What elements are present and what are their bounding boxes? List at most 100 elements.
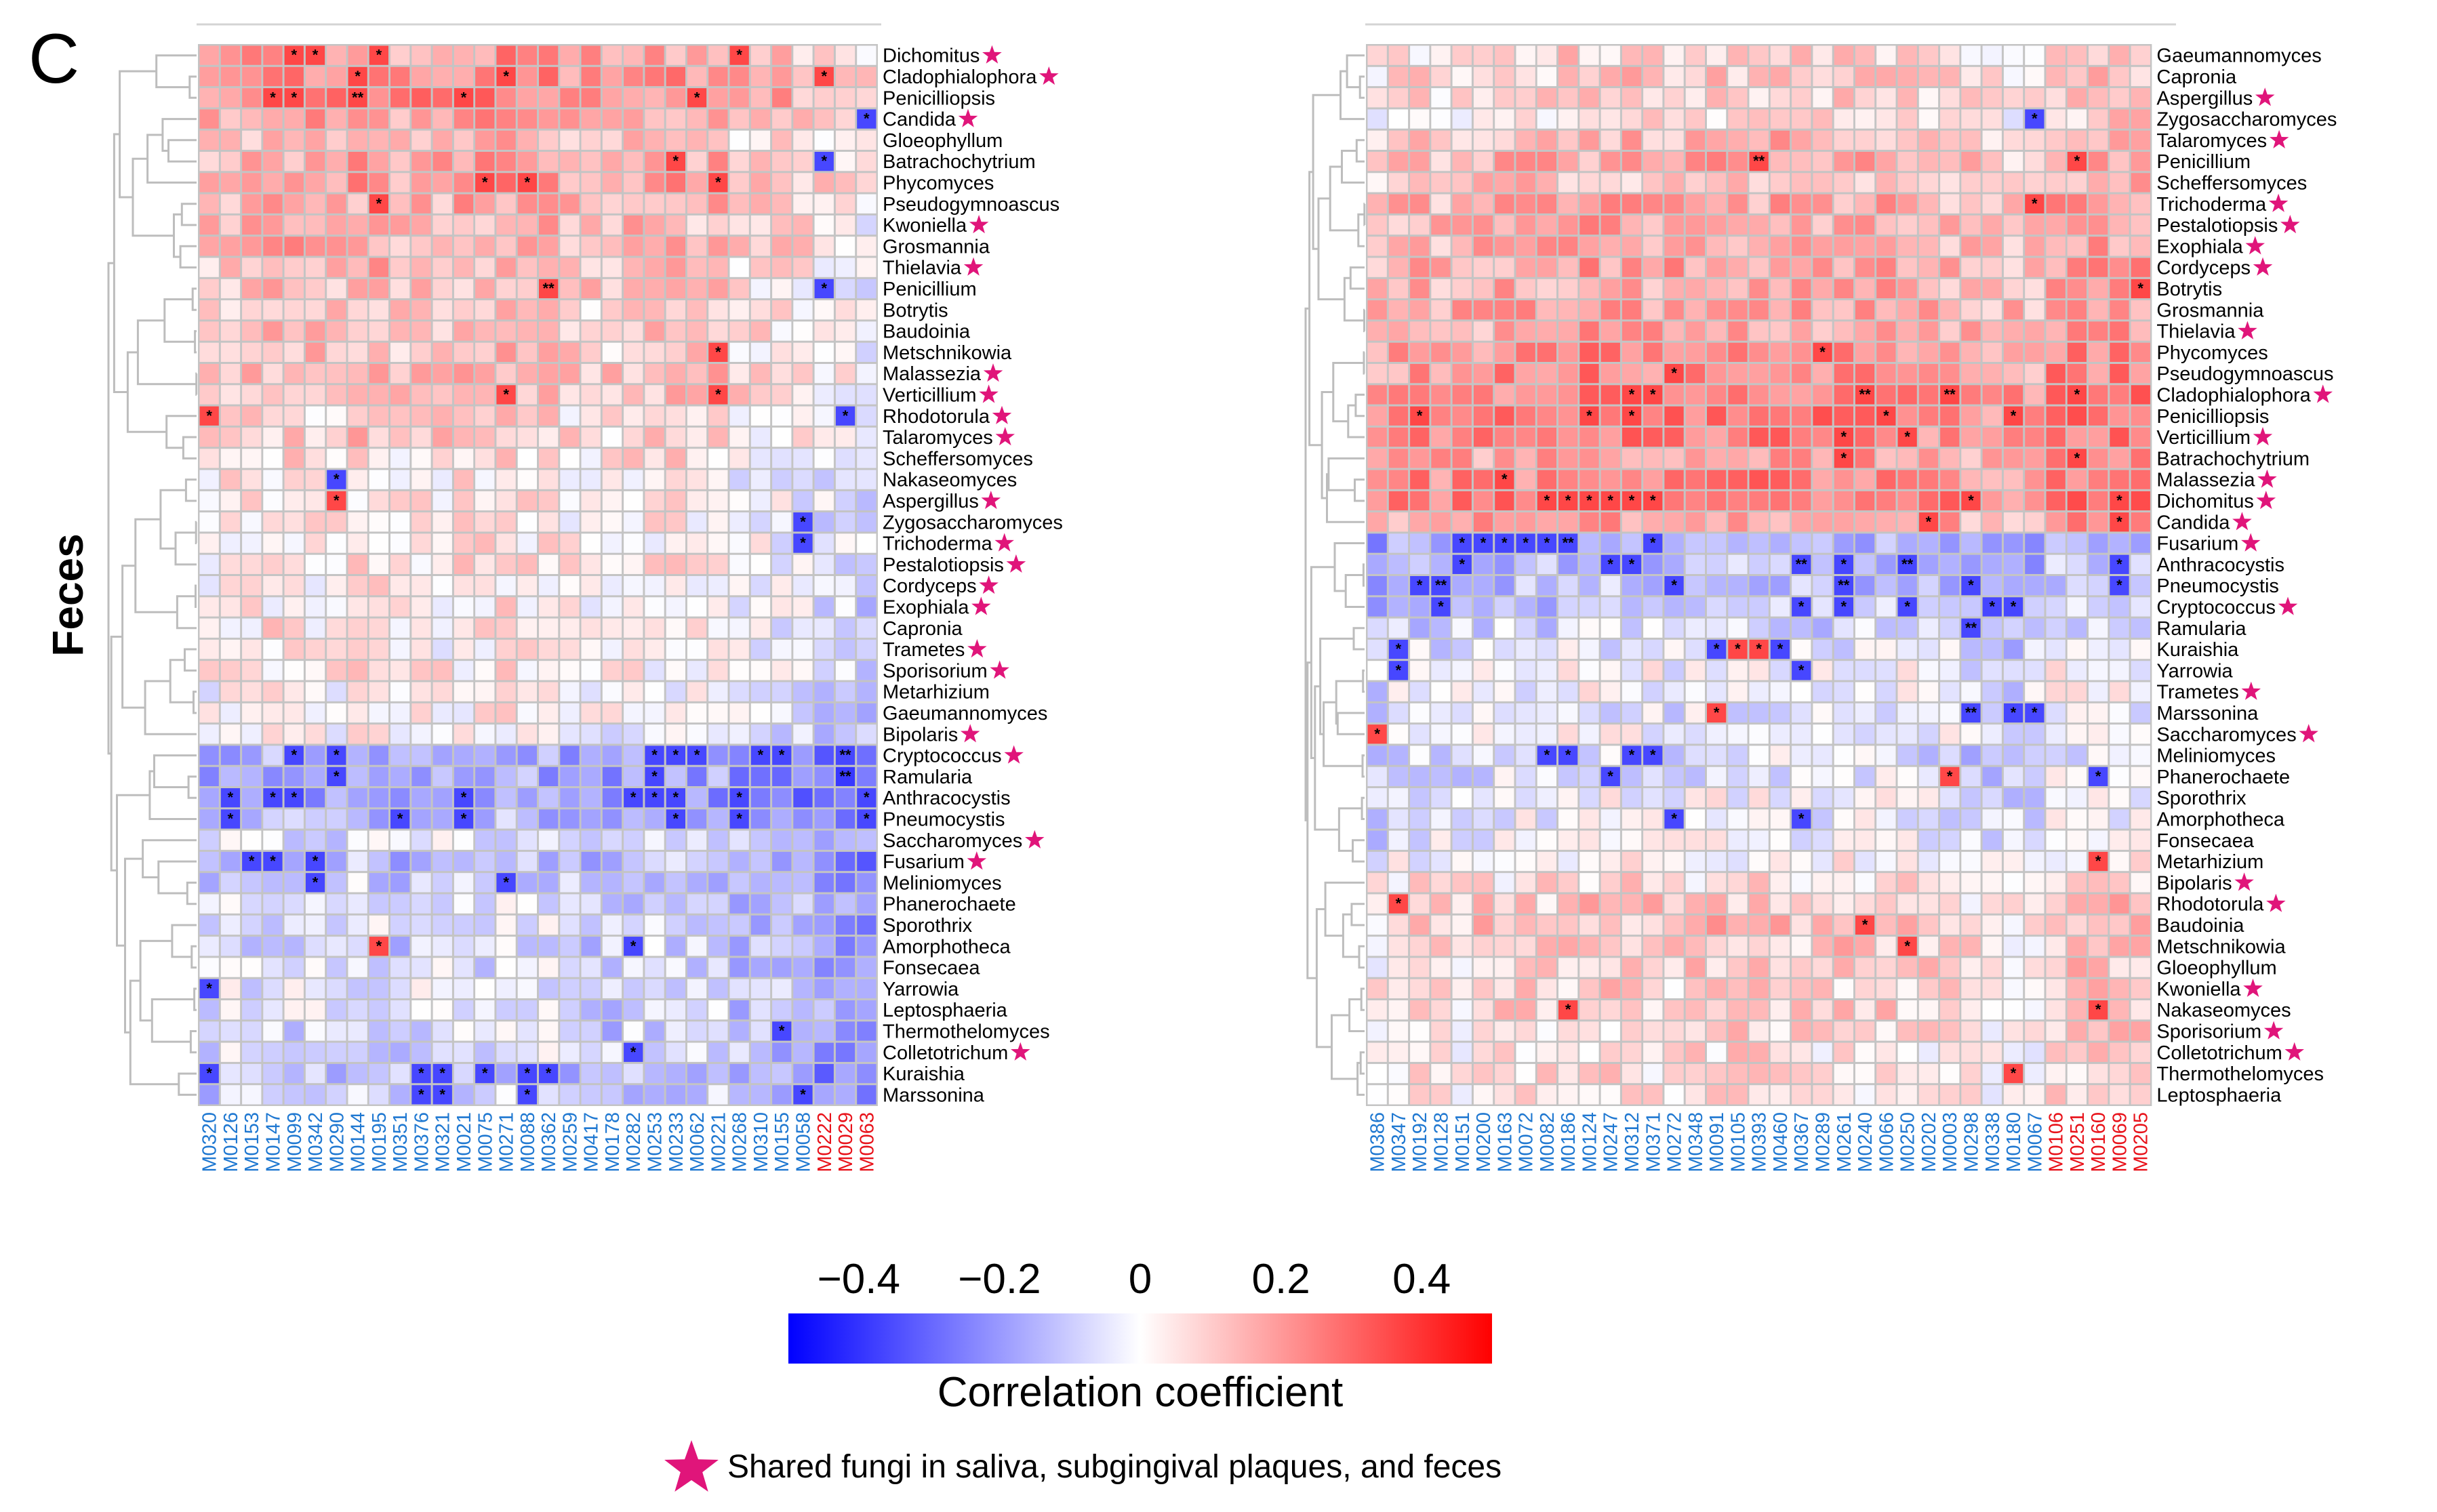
heatmap-cell xyxy=(475,554,495,574)
heatmap-cell xyxy=(729,406,749,426)
heatmap-cell xyxy=(624,194,643,213)
heatmap-cell xyxy=(1685,830,1705,850)
heatmap-cell xyxy=(1792,1021,1811,1041)
heatmap-cell xyxy=(772,554,792,574)
heatmap-cell xyxy=(2131,661,2150,680)
heatmap-cell xyxy=(2067,173,2087,192)
heatmap-cell xyxy=(1664,958,1684,977)
heatmap-cell xyxy=(2131,512,2150,532)
heatmap-cell xyxy=(666,321,685,341)
row-label: Baudoinia xyxy=(883,321,971,343)
heatmap-cell xyxy=(1664,45,1684,65)
heatmap-cell xyxy=(1940,788,1960,808)
significance-mark: * xyxy=(503,68,509,85)
heatmap-cell xyxy=(390,1021,410,1041)
heatmap-cell xyxy=(729,979,749,998)
heatmap-cell xyxy=(1664,385,1684,405)
heatmap-cell xyxy=(857,215,877,235)
heatmap-cell xyxy=(1813,745,1832,765)
heatmap-cell xyxy=(708,406,728,426)
heatmap-cell xyxy=(2110,45,2129,65)
heatmap-cell xyxy=(517,406,537,426)
heatmap-cell xyxy=(560,364,580,384)
heatmap-cell xyxy=(369,788,388,808)
row-label: Pestalotiopsis xyxy=(2156,215,2278,237)
heatmap-cell xyxy=(666,279,685,299)
heatmap-cell xyxy=(1685,45,1705,65)
heatmap-cell xyxy=(1749,1063,1769,1084)
heatmap-cell xyxy=(1961,342,1981,362)
heatmap-cell xyxy=(1558,894,1578,914)
heatmap-cell xyxy=(263,385,283,405)
heatmap-cell xyxy=(1537,258,1556,277)
heatmap-cell xyxy=(1728,385,1748,405)
heatmap-cell xyxy=(1770,300,1790,320)
heatmap-cell xyxy=(602,491,622,511)
heatmap-cell xyxy=(1579,1042,1599,1062)
heatmap-cell xyxy=(411,745,431,765)
heatmap-cell xyxy=(2131,321,2150,341)
heatmap-cell xyxy=(708,300,728,320)
heatmap-cell xyxy=(2046,237,2066,256)
heatmap-cell xyxy=(517,470,537,489)
heatmap-cell xyxy=(750,979,771,998)
heatmap-cell xyxy=(369,576,388,596)
heatmap-cell xyxy=(2067,873,2087,893)
heatmap-cell xyxy=(857,597,877,617)
heatmap-cell xyxy=(772,109,792,129)
heatmap-cell xyxy=(496,173,516,192)
heatmap-cell xyxy=(496,576,516,596)
heatmap-cell xyxy=(263,767,283,786)
heatmap-cell xyxy=(1855,173,1875,192)
heatmap-cell xyxy=(2131,703,2150,723)
heatmap-cell xyxy=(1770,788,1790,808)
heatmap-cell xyxy=(581,130,601,150)
heatmap-cell xyxy=(814,109,834,129)
heatmap-cell xyxy=(2131,364,2150,384)
heatmap-cell xyxy=(284,873,304,893)
heatmap-cell xyxy=(1982,406,2002,426)
row-label: Gaeumannomyces xyxy=(883,703,1047,724)
heatmap-cell xyxy=(1643,406,1663,426)
heatmap-cell xyxy=(624,258,643,277)
heatmap-cell xyxy=(1897,767,1917,786)
heatmap-cell xyxy=(1622,1021,1642,1041)
heatmap-cell xyxy=(432,809,452,829)
heatmap-cell xyxy=(1558,576,1578,596)
heatmap-cell xyxy=(2025,1000,2045,1020)
heatmap-cell xyxy=(1855,109,1875,129)
heatmap-cell xyxy=(220,661,241,680)
shared-star-icon xyxy=(2241,533,2261,552)
heatmap-cell xyxy=(1367,661,1387,680)
heatmap-cell xyxy=(857,88,877,108)
heatmap-cell xyxy=(1834,215,1853,235)
significance-mark: * xyxy=(1565,1001,1571,1018)
heatmap-cell xyxy=(1770,215,1790,235)
heatmap-cell xyxy=(624,342,643,362)
heatmap-cell xyxy=(1643,873,1663,893)
heatmap-cell xyxy=(1855,215,1875,235)
significance-mark: * xyxy=(1523,535,1529,552)
heatmap-cell xyxy=(602,258,622,277)
heatmap-cell xyxy=(1431,491,1451,511)
heatmap-cell xyxy=(369,427,388,447)
heatmap-cell xyxy=(560,639,580,659)
heatmap-cell xyxy=(1940,130,1960,150)
column-label: M0200 xyxy=(1473,1112,1495,1172)
heatmap-cell xyxy=(814,300,834,320)
heatmap-cell xyxy=(1834,470,1853,489)
heatmap-cell xyxy=(1516,427,1535,447)
heatmap-cell xyxy=(2003,830,2023,850)
heatmap-cell xyxy=(1622,979,1642,998)
heatmap-cell xyxy=(1622,66,1642,87)
heatmap-cell xyxy=(624,470,643,489)
heatmap-cell xyxy=(369,1021,388,1041)
heatmap-cell xyxy=(687,491,707,511)
heatmap-cell xyxy=(750,1085,771,1105)
heatmap-cell xyxy=(1600,809,1620,829)
heatmap-cell xyxy=(581,1085,601,1105)
heatmap-cell xyxy=(327,300,346,320)
heatmap-cell xyxy=(687,173,707,192)
significance-mark: * xyxy=(2032,704,2038,721)
row-label: Zygosaccharomyces xyxy=(2156,109,2337,131)
